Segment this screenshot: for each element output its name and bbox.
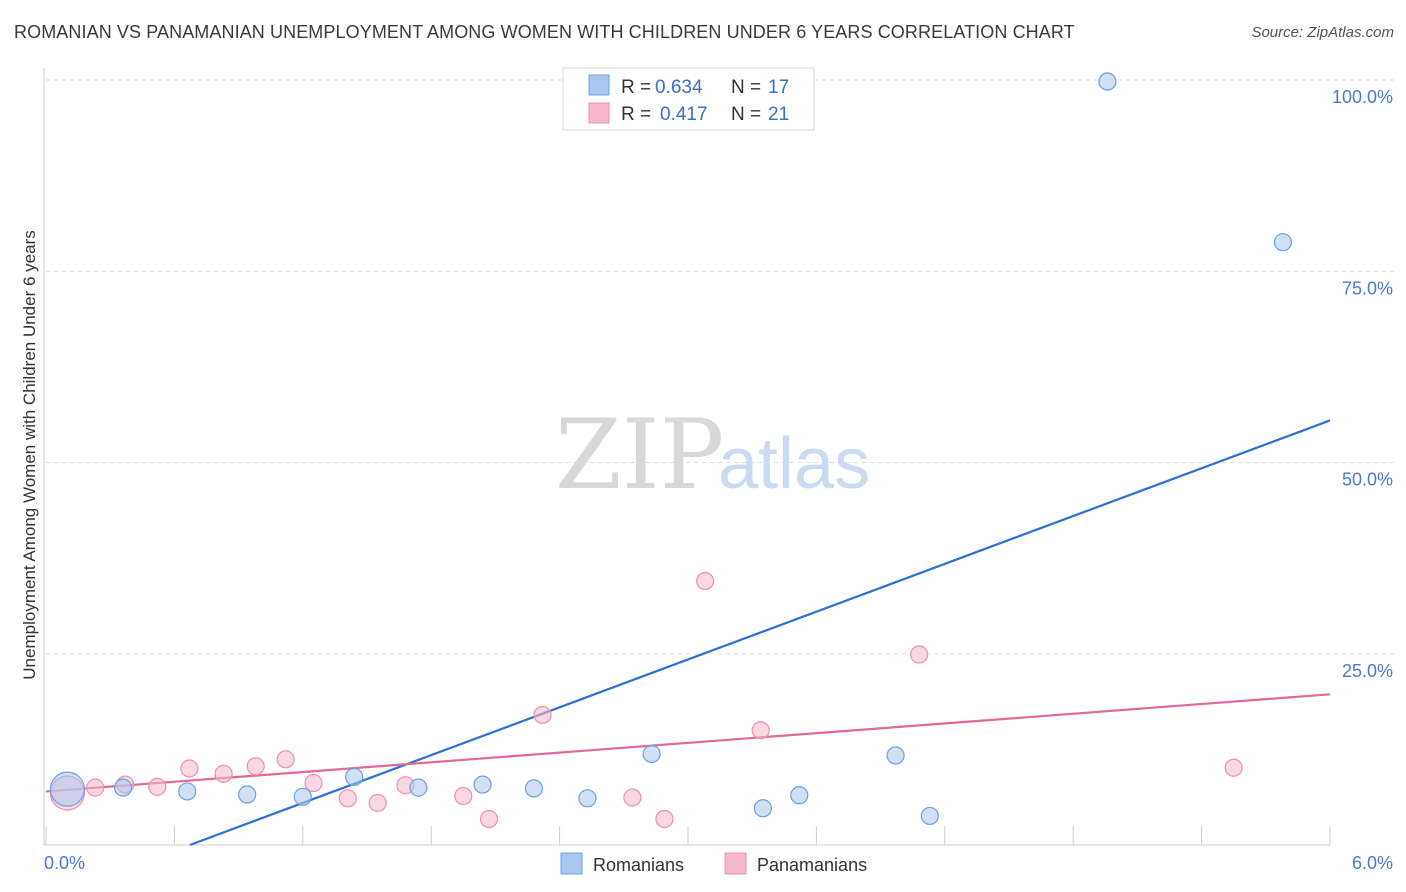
point-romanians <box>113 778 133 797</box>
point-panamanians <box>86 778 105 797</box>
legend-n-value: 21 <box>768 104 789 125</box>
point-romanians <box>409 778 428 797</box>
legend-r-label: R = <box>621 77 651 98</box>
point-panamanians <box>180 759 199 778</box>
point-panamanians <box>214 764 233 783</box>
legend-n-label: N = <box>731 77 761 98</box>
point-panamanians <box>910 645 929 664</box>
point-panamanians <box>304 773 323 793</box>
point-panamanians <box>338 789 357 808</box>
point-romanians <box>753 799 773 818</box>
y-axis-label: Unemployment Among Women with Children U… <box>20 230 39 679</box>
point-romanians <box>293 787 312 806</box>
point-panamanians <box>276 750 295 769</box>
legend: R = 0.634 N = 17 R = 0.417 N = 21 <box>562 67 815 131</box>
legend-r-value: 0.417 <box>660 104 708 125</box>
point-panamanians <box>479 809 499 829</box>
point-romanians <box>642 744 661 764</box>
y-tick-label: 100.0% <box>1332 87 1393 107</box>
y-tick-labels: 25.0% 50.0% 75.0% 100.0% <box>1332 87 1393 681</box>
point-panamanians <box>751 721 770 740</box>
point-romanians <box>920 806 939 826</box>
x-tick-labels: 0.0% 6.0% <box>44 853 1393 873</box>
watermark-zip: ZIP <box>555 399 724 511</box>
trendline-panamanians <box>45 693 1331 793</box>
point-panamanians <box>1224 758 1243 777</box>
bottom-legend: Romanians Panamanians <box>560 852 867 875</box>
point-panamanians <box>696 571 715 591</box>
chart-title: ROMANIAN VS PANAMANIAN UNEMPLOYMENT AMON… <box>14 22 1075 42</box>
point-panamanians <box>246 757 265 776</box>
point-romanians <box>345 767 364 787</box>
trendlines <box>45 419 1331 847</box>
point-romanians <box>790 786 809 805</box>
trendline-romanians <box>189 419 1331 847</box>
bottom-legend-label-panamanians: Panamanians <box>757 855 867 875</box>
legend-n-label: N = <box>731 104 761 125</box>
point-panamanians <box>454 786 473 806</box>
legend-r-label: R = <box>621 104 651 125</box>
point-romanians <box>886 746 905 765</box>
legend-swatch-romanians <box>588 74 610 96</box>
point-panamanians <box>655 809 674 829</box>
bottom-legend-label-romanians: Romanians <box>593 855 684 875</box>
legend-n-value: 17 <box>768 77 789 98</box>
point-romanians <box>524 779 544 798</box>
point-panamanians <box>623 788 642 807</box>
point-romanians <box>1273 233 1293 252</box>
point-romanians <box>1098 72 1117 91</box>
watermark: ZIP atlas <box>555 399 870 511</box>
bottom-legend-swatch-panamanians <box>724 852 747 875</box>
point-romanians <box>178 782 197 801</box>
x-tick-label: 0.0% <box>44 853 85 873</box>
x-tick-label: 6.0% <box>1352 853 1393 873</box>
point-panamanians <box>533 705 552 725</box>
axes <box>43 68 1331 846</box>
point-panamanians <box>368 793 387 813</box>
point-romanians <box>238 785 257 804</box>
y-tick-label: 75.0% <box>1342 278 1393 298</box>
point-romanians <box>578 789 597 808</box>
gridlines <box>46 79 1395 655</box>
point-panamanians <box>148 777 167 796</box>
bottom-legend-swatch-romanians <box>560 852 583 875</box>
watermark-atlas: atlas <box>718 424 870 504</box>
point-romanians <box>473 775 492 794</box>
legend-r-value: 0.634 <box>655 77 703 98</box>
point-romanians <box>49 771 86 807</box>
y-tick-label: 50.0% <box>1342 470 1393 490</box>
data-points <box>49 72 1293 829</box>
legend-swatch-panamanians <box>588 102 610 124</box>
y-tick-label: 25.0% <box>1342 661 1393 681</box>
source-credit: Source: ZipAtlas.com <box>1251 24 1394 41</box>
